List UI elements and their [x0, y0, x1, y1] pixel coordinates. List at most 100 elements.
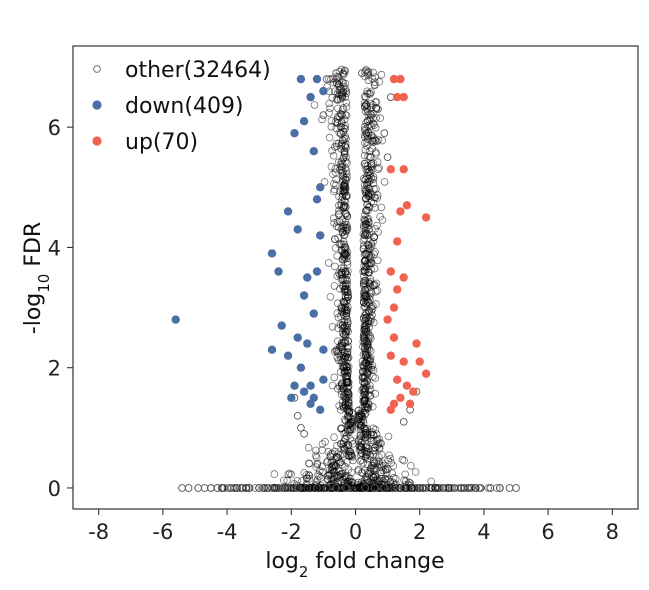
other-point: [332, 69, 341, 77]
other-point: [304, 443, 313, 452]
other-point: [364, 108, 372, 116]
down-point: [303, 273, 312, 282]
other-point: [343, 353, 352, 362]
other-point: [361, 107, 370, 116]
x-tick-label: 2: [413, 520, 426, 544]
legend-label-down: down(409): [125, 94, 244, 119]
other-point: [337, 200, 345, 208]
other-point: [361, 187, 370, 196]
other-point: [360, 262, 369, 270]
down-point: [293, 333, 302, 342]
up-point: [393, 375, 402, 384]
other-point: [336, 484, 345, 492]
other-point: [343, 348, 351, 357]
other-point: [337, 123, 346, 131]
other-point: [343, 366, 351, 375]
other-point: [334, 158, 343, 167]
y-axis-ticks: 0 2 4 6: [48, 116, 73, 501]
other-point: [270, 470, 279, 478]
other-series: [178, 69, 520, 492]
other-point: [330, 447, 339, 456]
down-point: [306, 381, 315, 390]
other-point: [320, 178, 329, 186]
other-point: [357, 411, 366, 419]
other-point: [327, 123, 336, 131]
other-point: [361, 146, 370, 154]
other-point: [341, 121, 350, 130]
other-point: [342, 144, 350, 152]
other-point: [333, 309, 342, 318]
y-axis-title: -log10 FDR: [21, 222, 53, 334]
other-point: [310, 101, 319, 109]
other-point: [329, 461, 338, 470]
other-point: [358, 386, 366, 395]
other-point: [338, 190, 347, 199]
other-point: [326, 104, 334, 113]
other-point: [371, 248, 379, 256]
other-point: [359, 279, 368, 287]
x-tick-label: 6: [541, 520, 554, 544]
other-point: [374, 105, 382, 113]
other-point: [358, 443, 366, 452]
other-point: [330, 185, 339, 194]
other-point: [326, 292, 335, 301]
down-point: [306, 92, 315, 102]
other-point: [385, 451, 393, 460]
other-point: [365, 171, 374, 180]
other-point: [324, 471, 333, 480]
other-point: [388, 484, 396, 492]
other-point: [226, 484, 235, 492]
other-point: [328, 484, 336, 492]
x-tick-label: -4: [217, 520, 238, 544]
y-tick-label: 2: [48, 357, 61, 381]
other-point: [331, 181, 340, 190]
other-point: [372, 475, 381, 484]
other-point: [363, 428, 372, 437]
other-point: [305, 459, 313, 468]
down-point: [309, 309, 318, 318]
other-point: [341, 293, 350, 302]
other-point: [375, 453, 383, 461]
other-point: [356, 434, 365, 443]
other-point: [373, 435, 382, 444]
other-point: [496, 484, 504, 492]
other-point: [370, 459, 378, 468]
down-point: [309, 147, 318, 156]
other-point: [512, 484, 520, 492]
other-point: [375, 457, 383, 466]
other-point: [325, 75, 333, 83]
down-point: [312, 267, 322, 276]
other-point: [312, 446, 320, 455]
other-point: [363, 259, 371, 268]
down-point: [283, 351, 293, 360]
other-point: [342, 244, 350, 253]
other-point: [312, 463, 320, 471]
other-point: [332, 484, 341, 492]
x-tick-label: 4: [477, 520, 490, 544]
other-point: [319, 111, 328, 119]
other-point: [343, 347, 352, 356]
other-point: [343, 252, 352, 261]
other-point: [300, 429, 308, 438]
up-point: [402, 381, 412, 390]
other-point: [342, 363, 351, 371]
down-point: [316, 231, 325, 240]
other-point: [365, 306, 373, 315]
other-point: [363, 180, 371, 188]
up-point: [389, 303, 399, 312]
other-point: [419, 484, 427, 492]
down-point: [283, 207, 293, 216]
other-point: [399, 484, 408, 492]
other-point: [313, 484, 321, 492]
other-point: [374, 484, 383, 492]
other-point: [365, 89, 373, 98]
down-point: [296, 363, 306, 372]
other-point: [340, 285, 349, 294]
other-point: [341, 245, 349, 254]
down-point: [299, 291, 309, 300]
other-point: [370, 443, 379, 452]
other-point: [293, 411, 302, 420]
other-point: [438, 484, 447, 492]
legend-marker-other: [93, 65, 101, 73]
other-point: [366, 317, 375, 326]
